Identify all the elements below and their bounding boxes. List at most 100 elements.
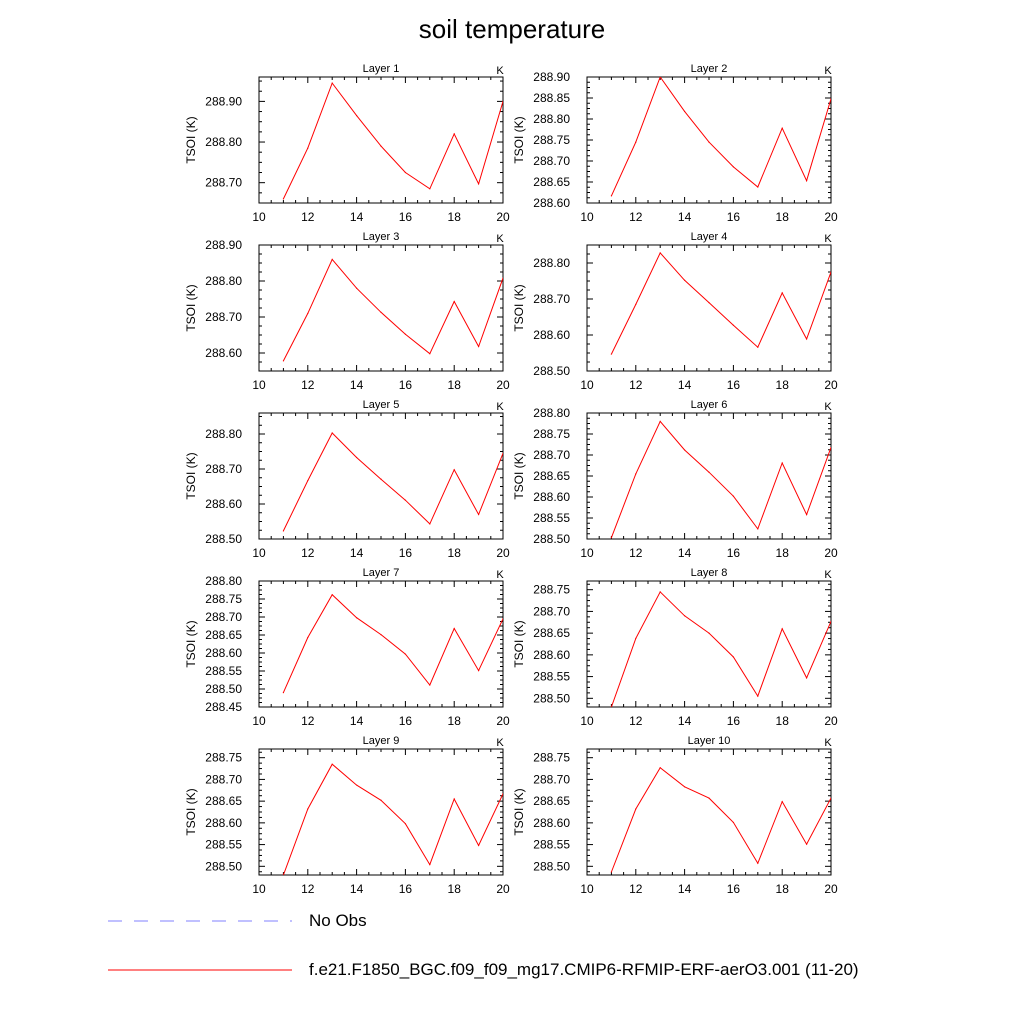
data-point (380, 145, 382, 147)
data-point (307, 808, 309, 810)
x-tick-label: 18 (448, 714, 462, 728)
x-tick-label: 10 (580, 378, 594, 392)
data-point (806, 180, 808, 182)
x-tick-label: 18 (776, 882, 790, 896)
panel-layer-5: Layer 5 K 10 12 14 16 18 20 288.50 288.60 288.70 28… (184, 399, 510, 560)
x-tick-label: 16 (399, 882, 413, 896)
data-point (429, 523, 431, 525)
plot-frame (258, 76, 504, 204)
data-point (380, 634, 382, 636)
y-tick-label: 288.65 (533, 175, 570, 189)
data-point (610, 195, 613, 197)
data-point (635, 637, 637, 639)
data-point (830, 446, 831, 449)
panel-title: Layer 2 (691, 63, 728, 75)
data-point (404, 171, 406, 174)
data-point (429, 188, 431, 190)
data-point (404, 823, 406, 825)
data-point (684, 110, 686, 113)
data-point (708, 797, 710, 799)
data-point (610, 353, 613, 355)
x-tick-label: 14 (678, 378, 692, 392)
data-point (732, 166, 735, 168)
data-point (404, 333, 406, 335)
panel-layer-9: Layer 9 K 10 12 14 16 18 20 288.50 288.55 288.60 28… (184, 735, 510, 896)
panel-title: Layer 3 (363, 231, 400, 243)
y-tick-label: 288.50 (205, 859, 242, 873)
y-tick-label: 288.55 (533, 838, 570, 852)
x-tick-label: 14 (350, 546, 364, 560)
data-point (830, 98, 831, 100)
x-tick-label: 20 (496, 882, 510, 896)
y-axis-label: TSOI (K) (512, 788, 526, 835)
x-tick-label: 14 (678, 546, 692, 560)
panel-units: K (496, 401, 504, 413)
data-point (307, 312, 309, 314)
x-tick-label: 20 (496, 714, 510, 728)
x-tick-label: 14 (350, 714, 364, 728)
data-point (356, 115, 358, 117)
y-tick-label: 288.65 (205, 628, 242, 642)
y-tick-label: 288.75 (205, 751, 242, 765)
data-point (610, 871, 613, 873)
plot-frame (258, 580, 504, 708)
panel-layer-1: Layer 1 K 10 12 14 16 18 20 288.70 288.80 288.90 TS… (184, 63, 510, 224)
series-line (610, 420, 831, 538)
x-tick-label: 20 (496, 546, 510, 560)
data-point (806, 677, 808, 679)
x-tick-label: 16 (727, 714, 741, 728)
data-point (356, 617, 358, 619)
panel-units: K (496, 233, 504, 245)
data-point (453, 133, 455, 135)
data-point (757, 862, 759, 864)
y-tick-label: 288.60 (205, 646, 242, 660)
x-tick-label: 12 (301, 546, 315, 560)
data-point (635, 141, 637, 143)
y-tick-label: 288.60 (205, 816, 242, 830)
data-point (757, 186, 759, 188)
x-tick-label: 12 (301, 714, 315, 728)
panel-layer-4: Layer 4 K 10 12 14 16 18 20 288.50 288.60 288.70 28… (512, 231, 838, 392)
data-point (502, 618, 503, 620)
data-point (659, 767, 661, 769)
series-line (610, 77, 831, 197)
x-tick-label: 18 (448, 378, 462, 392)
x-tick-label: 20 (824, 378, 838, 392)
data-point (404, 653, 406, 655)
data-point (307, 636, 309, 639)
x-tick-label: 16 (399, 210, 413, 224)
data-point (610, 537, 613, 539)
x-tick-label: 20 (824, 210, 838, 224)
panel-units: K (824, 737, 832, 749)
data-point (781, 127, 783, 129)
data-point (635, 473, 637, 475)
data-point (331, 594, 333, 596)
y-tick-label: 288.60 (205, 346, 242, 360)
data-point (830, 271, 831, 273)
data-point (478, 844, 480, 847)
panel-title: Layer 4 (691, 231, 728, 243)
series-line (610, 591, 831, 707)
panel-title: Layer 6 (691, 399, 728, 411)
y-tick-label: 288.60 (533, 490, 570, 504)
y-tick-label: 288.55 (205, 838, 242, 852)
x-tick-label: 12 (629, 714, 643, 728)
series-line (282, 763, 503, 875)
y-tick-label: 288.80 (533, 256, 570, 270)
data-point (781, 800, 783, 803)
y-tick-label: 288.75 (533, 751, 570, 765)
data-point (732, 821, 735, 824)
panel-layer-3: Layer 3 K 10 12 14 16 18 20 288.60 288.70 288.80 28… (184, 231, 510, 392)
x-tick-label: 12 (301, 378, 315, 392)
data-point (331, 432, 333, 434)
panel-title: Layer 9 (363, 735, 400, 747)
panel-units: K (824, 569, 832, 581)
data-point (781, 292, 783, 294)
y-tick-label: 288.90 (205, 94, 242, 108)
x-tick-label: 18 (776, 378, 790, 392)
x-tick-label: 10 (252, 714, 266, 728)
data-point (282, 360, 284, 362)
data-point (732, 495, 735, 497)
x-tick-label: 18 (448, 882, 462, 896)
